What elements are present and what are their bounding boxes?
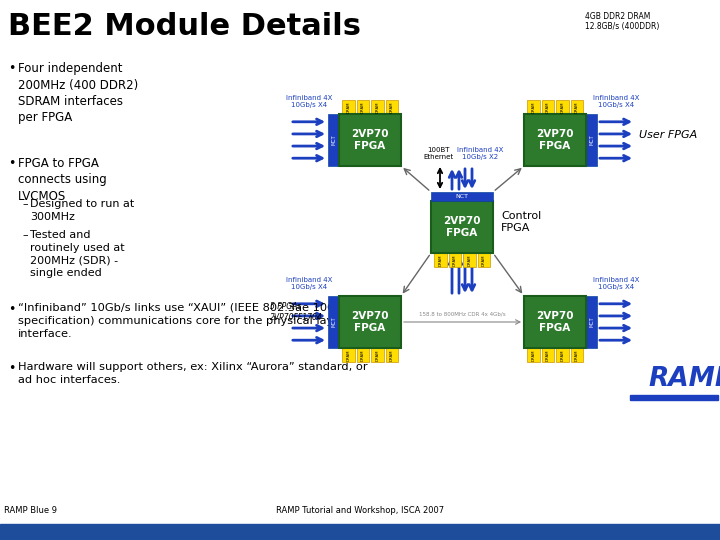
Bar: [371, 100, 384, 114]
Bar: [339, 296, 401, 348]
Text: DRAM: DRAM: [361, 349, 365, 361]
Text: 2VP70
FPGA: 2VP70 FPGA: [351, 311, 389, 333]
Bar: [449, 253, 461, 267]
Text: Infiniband 4X
10Gb/s X4: Infiniband 4X 10Gb/s X4: [593, 95, 639, 108]
Text: DRAM: DRAM: [375, 349, 379, 361]
Text: Infiniband 4X
10Gb/s X4: Infiniband 4X 10Gb/s X4: [593, 277, 639, 290]
Text: Control
FPGA: Control FPGA: [501, 211, 541, 233]
Text: DRAM: DRAM: [467, 254, 472, 266]
Text: 4GB DDR2 DRAM
12.8GB/s (400DDR): 4GB DDR2 DRAM 12.8GB/s (400DDR): [585, 12, 660, 31]
Text: RAMP Blue 9: RAMP Blue 9: [4, 506, 57, 515]
Text: DRAM: DRAM: [560, 102, 564, 113]
Bar: [586, 296, 597, 348]
Bar: [524, 114, 586, 166]
Text: DRAM: DRAM: [346, 349, 350, 361]
Text: •: •: [8, 62, 15, 75]
Text: 100BT
Ethernet: 100BT Ethernet: [423, 147, 453, 160]
Text: DRAM: DRAM: [546, 349, 550, 361]
Text: DRAM: DRAM: [438, 254, 442, 266]
Bar: [371, 348, 384, 362]
Text: RAMP: RAMP: [648, 366, 720, 392]
Text: RAMP Tutorial and Workshop, ISCA 2007: RAMP Tutorial and Workshop, ISCA 2007: [276, 506, 444, 515]
Bar: [385, 100, 398, 114]
Text: Hardware will support others, ex: Xilinx “Aurora” standard, or
ad hoc interfaces: Hardware will support others, ex: Xilinx…: [18, 362, 368, 385]
Text: Infiniband 4X
10Gb/s X4: Infiniband 4X 10Gb/s X4: [286, 95, 332, 108]
Text: 5 FPGAs
2VP70FF1704: 5 FPGAs 2VP70FF1704: [270, 302, 323, 322]
Bar: [527, 100, 539, 114]
Text: 2VP70
FPGA: 2VP70 FPGA: [536, 129, 574, 151]
Bar: [385, 348, 398, 362]
Text: Infiniband 4X
10Gb/s X4: Infiniband 4X 10Gb/s X4: [286, 277, 332, 290]
Bar: [328, 114, 339, 166]
Text: 158.8 to 800MHz CDR 4x 4Gb/s: 158.8 to 800MHz CDR 4x 4Gb/s: [419, 312, 506, 317]
Bar: [556, 348, 569, 362]
Text: MCT: MCT: [331, 134, 336, 145]
Text: User FPGA: User FPGA: [639, 130, 697, 140]
Bar: [463, 253, 475, 267]
Bar: [541, 100, 554, 114]
Text: DRAM: DRAM: [375, 102, 379, 113]
Text: Four independent
200MHz (400 DDR2)
SDRAM interfaces
per FPGA: Four independent 200MHz (400 DDR2) SDRAM…: [18, 62, 138, 125]
Bar: [570, 100, 583, 114]
Bar: [570, 348, 583, 362]
Text: Tested and
routinely used at
200MHz (SDR) -
single ended: Tested and routinely used at 200MHz (SDR…: [30, 230, 125, 279]
Text: –: –: [22, 230, 27, 240]
Bar: [556, 100, 569, 114]
Text: DRAM: DRAM: [390, 349, 394, 361]
Text: DRAM: DRAM: [390, 102, 394, 113]
Bar: [0, 524, 720, 540]
Text: •: •: [8, 157, 15, 170]
Text: DRAM: DRAM: [575, 102, 579, 113]
Text: 2VP70
FPGA: 2VP70 FPGA: [351, 129, 389, 151]
Bar: [356, 348, 369, 362]
Bar: [356, 100, 369, 114]
Text: DRAM: DRAM: [546, 102, 550, 113]
Text: 2VP70
FPGA: 2VP70 FPGA: [444, 216, 481, 238]
Text: DRAM: DRAM: [346, 102, 350, 113]
Text: MCT: MCT: [331, 316, 336, 327]
Text: NCT: NCT: [456, 194, 469, 199]
Text: DRAM: DRAM: [531, 102, 535, 113]
Text: •: •: [8, 303, 15, 316]
Bar: [431, 201, 493, 253]
Text: 2VP70
FPGA: 2VP70 FPGA: [536, 311, 574, 333]
Text: “Infiniband” 10Gb/s links use “XAUI” (IEEE 802.3ae 10GbE
specification) communic: “Infiniband” 10Gb/s links use “XAUI” (IE…: [18, 303, 350, 339]
Bar: [527, 348, 539, 362]
Bar: [630, 395, 718, 400]
Text: DRAM: DRAM: [575, 349, 579, 361]
Text: MCT: MCT: [589, 316, 594, 327]
Text: DRAM: DRAM: [560, 349, 564, 361]
Bar: [477, 253, 490, 267]
Text: MCT: MCT: [589, 134, 594, 145]
Bar: [586, 114, 597, 166]
Bar: [342, 348, 354, 362]
Bar: [342, 100, 354, 114]
Text: DRAM: DRAM: [453, 254, 456, 266]
Bar: [524, 296, 586, 348]
Text: DRAM: DRAM: [531, 349, 535, 361]
Text: DRAM: DRAM: [482, 254, 486, 266]
Bar: [339, 114, 401, 166]
Bar: [431, 192, 493, 201]
Text: DRAM: DRAM: [361, 102, 365, 113]
Bar: [541, 348, 554, 362]
Text: •: •: [8, 362, 15, 375]
Text: –: –: [22, 199, 27, 209]
Text: FPGA to FPGA
connects using
LVCMOS: FPGA to FPGA connects using LVCMOS: [18, 157, 107, 203]
Text: Designed to run at
300MHz: Designed to run at 300MHz: [30, 199, 134, 222]
Bar: [328, 296, 339, 348]
Text: Infiniband 4X
10Gb/s X2: Infiniband 4X 10Gb/s X2: [456, 147, 503, 160]
Bar: [434, 253, 446, 267]
Text: BEE2 Module Details: BEE2 Module Details: [8, 12, 361, 41]
